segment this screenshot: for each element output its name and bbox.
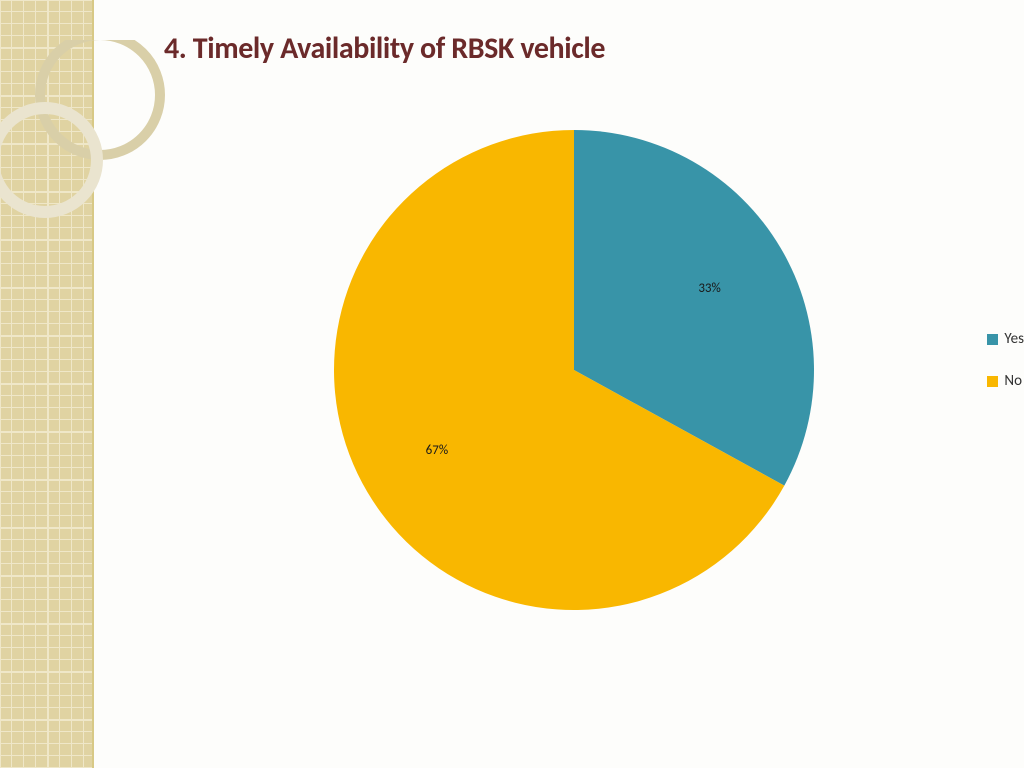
legend-label-no: No bbox=[1004, 372, 1022, 390]
decorative-left-strip bbox=[0, 0, 94, 768]
legend-swatch-yes bbox=[987, 334, 998, 345]
legend-swatch-no bbox=[987, 376, 998, 387]
slice-label-yes: 33% bbox=[698, 281, 720, 296]
slide-title: 4. Timely Availability of RBSK vehicle bbox=[164, 30, 1004, 67]
pie-wrap: 33% 67% bbox=[334, 130, 814, 610]
slice-label-no: 67% bbox=[426, 443, 448, 458]
legend-item-yes: Yes bbox=[987, 330, 1024, 348]
pie-svg bbox=[334, 130, 814, 610]
legend-label-yes: Yes bbox=[1004, 330, 1024, 348]
legend: Yes No bbox=[987, 330, 1024, 414]
pie-chart: 33%67% Yes No bbox=[214, 130, 994, 710]
legend-item-no: No bbox=[987, 372, 1024, 390]
slide-body: 4. Timely Availability of RBSK vehicle 3… bbox=[94, 0, 1024, 768]
